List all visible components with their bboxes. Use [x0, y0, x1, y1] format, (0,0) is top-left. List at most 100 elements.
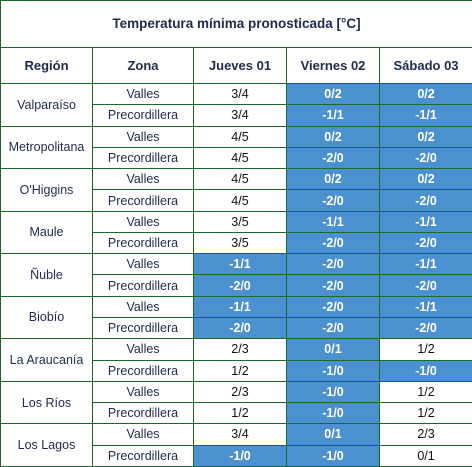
- temperature-cell: 3/5: [193, 231, 287, 255]
- zone-name: Precordillera: [92, 316, 194, 340]
- temperature-cell: -2/0: [286, 146, 380, 170]
- temperature-cell: 4/5: [193, 189, 287, 212]
- temperature-cell: 0/1: [286, 423, 380, 446]
- temperature-cell: 2/3: [193, 338, 287, 361]
- zone-name: Precordillera: [92, 274, 194, 297]
- region-name: Los Ríos: [0, 380, 93, 425]
- temperature-cell: -1/0: [286, 402, 380, 425]
- temperature-cell: -1/1: [378, 295, 472, 318]
- temperature-cell: -2/0: [193, 274, 287, 297]
- temperature-cell: -2/0: [193, 316, 287, 340]
- temperature-cell: 1/2: [193, 359, 287, 382]
- temperature-cell: 3/4: [193, 104, 287, 127]
- temperature-cell: 0/2: [286, 125, 380, 148]
- table-row: O'Higgins Valles 4/5 0/2 0/2: [0, 168, 472, 212]
- temperature-cell: -1/0: [193, 444, 287, 467]
- temperature-cell: 0/1: [378, 444, 472, 467]
- region-name: Los Lagos: [0, 423, 93, 467]
- temperature-cell: -1/1: [378, 253, 472, 276]
- temperature-cell: 3/5: [193, 210, 287, 233]
- temperature-cell: 2/3: [193, 380, 287, 404]
- zone-name: Valles: [92, 83, 194, 106]
- temperature-cell: 1/2: [378, 338, 472, 361]
- header-region: Región: [0, 46, 93, 85]
- zone-name: Precordillera: [92, 146, 194, 170]
- temperature-cell: -2/0: [286, 295, 380, 318]
- temperature-cell: 4/5: [193, 125, 287, 148]
- region-name: Maule: [0, 210, 93, 255]
- temperature-cell: -2/0: [378, 316, 472, 340]
- temperature-cell: -1/0: [286, 444, 380, 467]
- temperature-cell: 0/2: [378, 125, 472, 148]
- zone-name: Valles: [92, 253, 194, 276]
- zone-name: Valles: [92, 338, 194, 361]
- zone-name: Precordillera: [92, 402, 194, 425]
- temperature-cell: 4/5: [193, 168, 287, 191]
- region-name: La Araucanía: [0, 338, 93, 382]
- temperature-cell: -1/1: [286, 210, 380, 233]
- zone-name: Precordillera: [92, 359, 194, 382]
- temperature-cell: -1/0: [286, 359, 380, 382]
- temperature-cell: 1/2: [378, 380, 472, 404]
- temperature-cell: 1/2: [378, 402, 472, 425]
- temperature-cell: -1/1: [378, 104, 472, 127]
- table-row: Precordillera 3/4 -1/1 -1/1: [1, 104, 472, 127]
- temperature-cell: -2/0: [378, 274, 472, 297]
- temperature-cell: 2/3: [378, 423, 472, 446]
- temperature-cell: -1/0: [286, 380, 380, 404]
- region-name: Metropolitana: [0, 125, 93, 170]
- table-row: Metropolitana Valles 4/5 0/2 0/2: [0, 125, 472, 170]
- temperature-cell: 0/1: [286, 338, 380, 361]
- header-day-2: Viernes 02: [286, 46, 380, 85]
- temperature-cell: -1/1: [193, 295, 287, 318]
- zone-name: Valles: [92, 210, 194, 233]
- temperature-cell: -1/1: [378, 210, 472, 233]
- table-title: Temperatura mínima pronosticada [°C]: [0, 0, 472, 48]
- table-row: Biobío Valles -1/1 -2/0 -1/1: [0, 295, 472, 340]
- table-row: Los Ríos Valles 2/3 -1/0 1/2: [0, 380, 472, 425]
- temperature-cell: 3/4: [193, 423, 287, 446]
- zone-name: Precordillera: [92, 231, 194, 255]
- temperature-cell: -2/0: [286, 189, 380, 212]
- temperature-cell: 4/5: [193, 146, 287, 170]
- temperature-cell: -2/0: [378, 189, 472, 212]
- table-row: La Araucanía Valles 2/3 0/1 1/2: [0, 338, 472, 382]
- temperature-cell: -2/0: [286, 253, 380, 276]
- table-row: Precordillera -1/0 -1/0 0/1: [1, 444, 472, 467]
- zone-name: Valles: [92, 380, 194, 404]
- zone-name: Valles: [92, 295, 194, 318]
- zone-name: Precordillera: [92, 104, 194, 127]
- temperature-cell: 3/4: [193, 83, 287, 106]
- temperature-cell: -2/0: [286, 231, 380, 255]
- region-name: Ñuble: [0, 253, 93, 297]
- temperature-cell: -2/0: [378, 231, 472, 255]
- temperature-cell: 1/2: [193, 402, 287, 425]
- temperature-cell: 0/2: [286, 168, 380, 191]
- table-row: Maule Valles 3/5 -1/1 -1/1: [0, 210, 472, 255]
- temperature-cell: -1/0: [378, 359, 472, 382]
- table-row: Ñuble Valles -1/1 -2/0 -1/1: [0, 253, 472, 297]
- region-name: O'Higgins: [0, 168, 93, 212]
- zone-name: Valles: [92, 125, 194, 148]
- temperature-cell: -2/0: [286, 274, 380, 297]
- zone-name: Valles: [92, 423, 194, 446]
- region-name: Valparaíso: [0, 83, 93, 127]
- temperature-cell: -1/1: [286, 104, 380, 127]
- table-row: Los Lagos Valles 3/4 0/1 2/3: [0, 423, 472, 467]
- temperature-cell: -2/0: [286, 316, 380, 340]
- temperature-cell: 0/2: [378, 168, 472, 191]
- temperature-cell: 0/2: [286, 83, 380, 106]
- zone-name: Precordillera: [92, 444, 194, 467]
- zone-name: Valles: [92, 168, 194, 191]
- temperature-cell: -2/0: [378, 146, 472, 170]
- header-day-3: Sábado 03: [378, 46, 472, 85]
- table-row: Precordillera -2/0 -2/0 -2/0: [1, 274, 472, 297]
- temperature-cell: 0/2: [378, 83, 472, 106]
- region-name: Biobío: [0, 295, 93, 340]
- table-row: Valparaíso Valles 3/4 0/2 0/2: [0, 83, 472, 127]
- header-zone: Zona: [92, 46, 194, 85]
- header-day-1: Jueves 01: [193, 46, 287, 85]
- zone-name: Precordillera: [92, 189, 194, 212]
